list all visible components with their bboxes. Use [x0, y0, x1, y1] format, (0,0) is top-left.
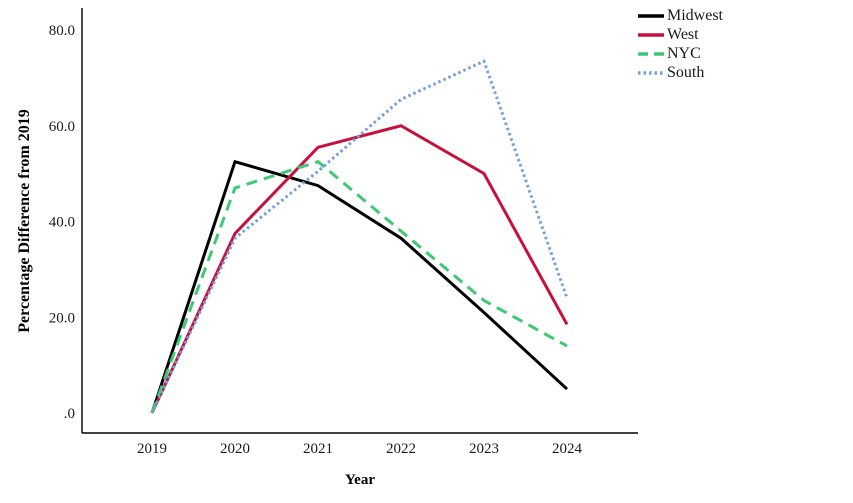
- y-tick-label: 80.0: [49, 23, 75, 39]
- y-tick-label: 60.0: [49, 119, 75, 135]
- series-line-west: [150, 124, 569, 414]
- y-tick-label: 20.0: [49, 310, 75, 326]
- x-axis-title: Year: [345, 472, 375, 488]
- legend-swatch-solid-line-icon: [638, 13, 664, 18]
- legend: Midwest West NYC South: [638, 6, 723, 82]
- x-tick-label: 2019: [137, 441, 167, 457]
- x-tick-label: 2024: [552, 441, 583, 457]
- x-tick-label: 2022: [386, 441, 416, 457]
- legend-item-nyc: NYC: [638, 44, 723, 63]
- legend-label: NYC: [667, 44, 701, 62]
- legend-item-west: West: [638, 25, 723, 44]
- legend-swatch-dashed-line-icon: [638, 51, 664, 56]
- legend-label: West: [667, 25, 699, 43]
- x-tick-label: 2021: [303, 441, 333, 457]
- legend-label: Midwest: [667, 6, 723, 24]
- series-line-south: [150, 59, 569, 414]
- legend-label: South: [667, 63, 705, 81]
- legend-item-midwest: Midwest: [638, 6, 723, 25]
- legend-swatch-solid-line-icon: [638, 32, 664, 37]
- x-tick-label: 2023: [469, 441, 499, 457]
- y-axis-title: Percentage Difference from 2019: [16, 109, 33, 333]
- series-line-nyc: [150, 159, 568, 414]
- x-tick-label: 2020: [220, 441, 250, 457]
- legend-swatch-dotted-line-icon: [638, 70, 664, 75]
- series-line-midwest: [150, 159, 569, 414]
- legend-item-south: South: [638, 63, 723, 82]
- y-tick-label: 40.0: [49, 215, 75, 231]
- y-tick-label: .0: [64, 406, 75, 422]
